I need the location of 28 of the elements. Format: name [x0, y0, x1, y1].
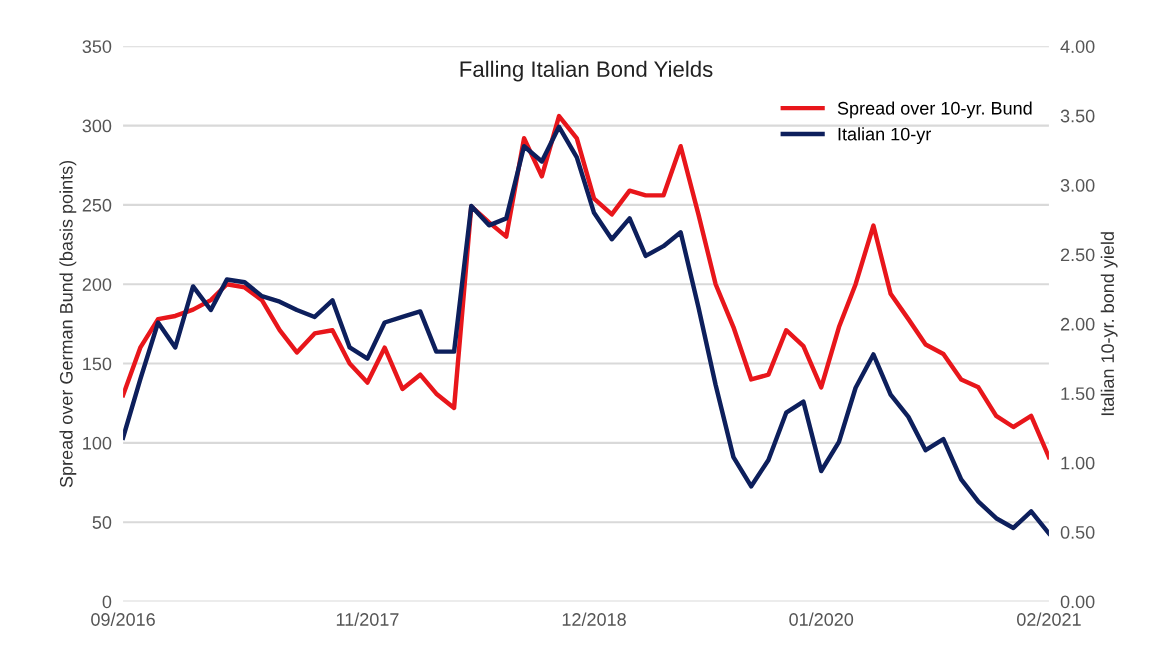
x-tick-label: 02/2021 — [1017, 612, 1081, 626]
y2-tick-label: 1.50 — [1061, 387, 1095, 401]
y2-tick-label: 0.50 — [1060, 526, 1095, 539]
y2-tick-label: 1.00 — [1061, 456, 1095, 470]
text: Falling Italian Bond Yields — [460, 60, 713, 82]
y2-tick-label: 3.00 — [1060, 179, 1095, 192]
x-tick-label: 11/2017 — [336, 612, 399, 626]
y2-tick-label: 4.00 — [1060, 40, 1095, 53]
y-tick-label: 100 — [83, 436, 112, 450]
x-tick-label: 12/2018 — [562, 612, 626, 626]
y-tick-label: 200 — [82, 278, 112, 291]
y2-tick-label: 2.00 — [1060, 317, 1095, 331]
y-tick-label: 350 — [82, 40, 112, 53]
y-tick-label: 250 — [82, 198, 112, 212]
x-tick-label: 01/2020 — [789, 612, 854, 626]
y-tick-label: 0 — [102, 595, 112, 609]
y-tick-label: 300 — [82, 119, 112, 133]
y2-tick-label: 2.50 — [1060, 248, 1095, 262]
y2-tick-label: 3.50 — [1060, 109, 1095, 123]
legend-label: Spread over 10-yr. Bund — [837, 101, 1032, 119]
y-tick-label: 150 — [83, 357, 112, 371]
y-tick-label: 50 — [92, 516, 112, 529]
line-series — [123, 124, 1049, 536]
y-axis-title: Spread over German Bund (basis points) — [59, 160, 77, 488]
x-tick-label: 09/2016 — [91, 612, 155, 626]
y2-tick-label: 0.00 — [1060, 595, 1095, 609]
legend-label: Italian 10-yr — [838, 127, 932, 145]
y2-axis-title: Italian 10-yr. bond yield — [1100, 232, 1118, 416]
